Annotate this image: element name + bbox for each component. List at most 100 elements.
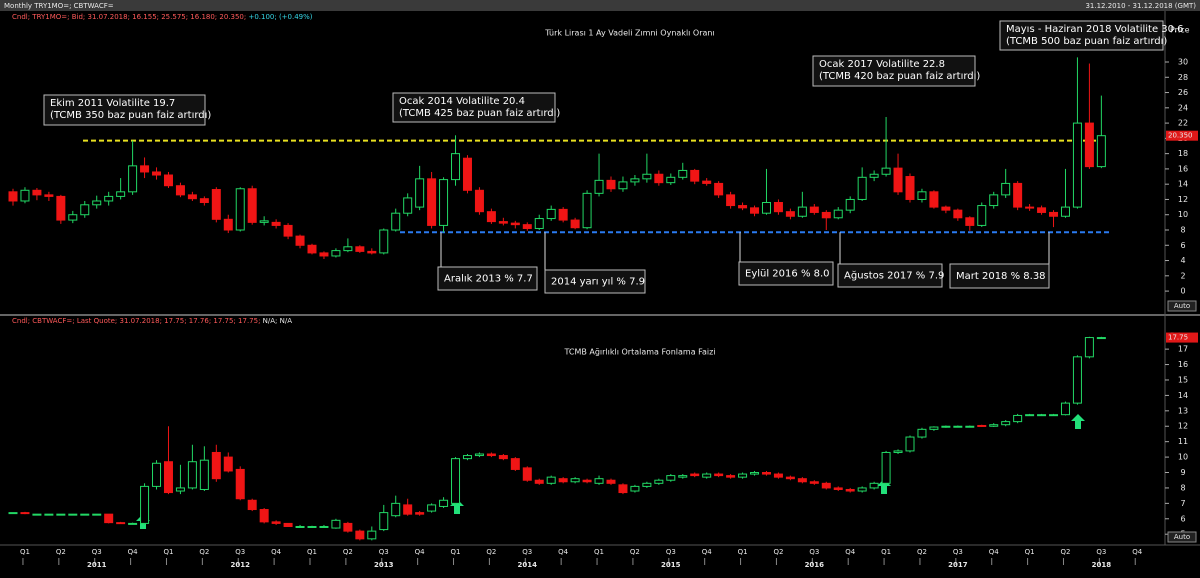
candle-body [259, 220, 269, 223]
candle-body [570, 219, 580, 229]
candle-body [1084, 122, 1094, 168]
candle-body [474, 189, 484, 213]
candle-body [211, 451, 221, 480]
candle-body [905, 436, 915, 452]
x-tick-label: Q1 [881, 548, 891, 556]
annotation-box [544, 269, 646, 294]
candle-body [1072, 356, 1082, 404]
candle-body [462, 157, 472, 191]
candle-body [355, 246, 365, 252]
candle-body [415, 512, 425, 515]
candle-body [486, 453, 496, 457]
candle-body [295, 525, 305, 528]
candle-body [750, 207, 760, 214]
x-tick-label: Q4 [558, 548, 569, 556]
candle-body [714, 182, 724, 196]
auto-button [1167, 531, 1197, 543]
annotation-text: Ekim 2011 Volatilite 19.7 [50, 98, 175, 109]
last-price-box [1166, 130, 1198, 141]
candle-body [283, 522, 293, 527]
y-tick-label: 8 [1180, 483, 1185, 492]
x-tick-label: Q4 [128, 548, 139, 556]
year-label: 2011 [87, 561, 107, 569]
candle-body [558, 478, 568, 483]
candle-body [738, 205, 748, 209]
candle-body [271, 521, 281, 524]
candle-body [797, 206, 807, 217]
candle-body [773, 473, 783, 478]
candle-body [761, 472, 771, 475]
candle-body [630, 485, 640, 492]
candle-body [845, 488, 855, 492]
candle-body [379, 229, 389, 254]
candle-body [56, 195, 66, 221]
candle-body [451, 458, 461, 504]
year-label: 2013 [374, 561, 394, 569]
candle-body [44, 194, 54, 197]
y-tick-label: 12 [1178, 422, 1188, 431]
x-tick-label: Q3 [92, 548, 102, 556]
last-price-box [1166, 332, 1198, 343]
candle-body [1013, 414, 1023, 423]
candle-body [1037, 207, 1047, 213]
candle-body [821, 211, 831, 219]
candle-body [702, 473, 712, 478]
y-tick-label: 6 [1180, 514, 1185, 523]
candle-body [977, 205, 987, 226]
panel-title: TCMB Ağırlıklı Ortalama Fonlama Faizi [563, 348, 715, 357]
candle-body [773, 202, 783, 213]
annotation-text: (TCMB 350 baz puan faiz artırdı) [50, 110, 211, 121]
candle-body [8, 512, 18, 515]
year-label: 2015 [661, 561, 681, 569]
y-tick-label: 0 [1180, 287, 1185, 296]
y-tick-label: 13 [1178, 406, 1188, 415]
candle-body [199, 198, 209, 204]
candle-body [128, 165, 138, 193]
candle-body [223, 218, 233, 231]
candle-body [690, 169, 700, 182]
candle-body [1001, 421, 1011, 426]
candle-body [140, 165, 150, 173]
candle-body [152, 462, 162, 487]
x-tick-label: Q3 [809, 548, 819, 556]
info-change: +0.100; (+0.49%) [246, 13, 313, 21]
candle-body [80, 513, 90, 516]
candle-body [809, 206, 819, 213]
candle-body [953, 425, 963, 428]
annotation-text: (TCMB 420 baz puan faiz artırdı) [819, 71, 980, 82]
y-tick-label: 16 [1178, 164, 1188, 173]
x-tick-label: Q3 [953, 548, 963, 556]
axis-label: Price [1170, 26, 1190, 35]
candle-body [367, 250, 377, 254]
info-line: Cndl; TRY1MO=; Bid; 31.07.2018; 16.155; … [12, 13, 313, 21]
candle-body [439, 499, 449, 507]
candle-body [104, 195, 114, 202]
candle-body [965, 217, 975, 226]
candle-body [582, 479, 592, 483]
auto-button [1167, 300, 1197, 312]
annotation-box [43, 94, 206, 126]
candle-body [738, 473, 748, 478]
year-label: 2017 [948, 561, 968, 569]
candle-body [163, 174, 173, 187]
candle-body [953, 209, 963, 219]
candle-body [20, 189, 30, 202]
candle-body [714, 473, 724, 477]
candle-body [1084, 337, 1094, 358]
candle-body [235, 188, 245, 231]
y-tick-label: 8 [1180, 226, 1185, 235]
candle-body [678, 475, 688, 478]
x-tick-label: Q1 [1025, 548, 1035, 556]
candle-body [750, 472, 760, 475]
candle-body [307, 525, 317, 528]
candle-body [546, 476, 556, 484]
x-tick-label: Q2 [199, 548, 209, 556]
last-price-label: 20.350 [1168, 132, 1193, 140]
x-tick-label: Q2 [486, 548, 496, 556]
candle-body [319, 252, 329, 257]
candle-body [331, 250, 341, 257]
y-tick-label: 2 [1180, 271, 1185, 280]
candle-body [68, 214, 78, 221]
